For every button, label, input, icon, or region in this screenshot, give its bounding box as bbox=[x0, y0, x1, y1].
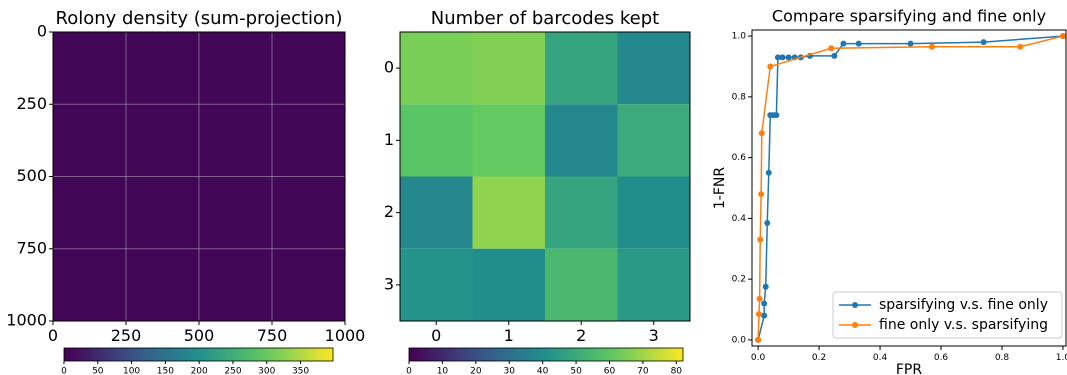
data-point bbox=[929, 44, 935, 50]
heatmap-cell bbox=[400, 104, 473, 176]
y-tick-label: 0.2 bbox=[732, 275, 746, 285]
data-point bbox=[757, 296, 763, 302]
data-point bbox=[856, 41, 862, 47]
colorbar bbox=[64, 348, 333, 361]
data-point bbox=[828, 45, 834, 51]
x-tick-label: 0.8 bbox=[995, 353, 1010, 363]
colorbar bbox=[409, 348, 683, 361]
heatmap-cell bbox=[618, 177, 691, 249]
data-point bbox=[757, 237, 763, 243]
legend-label: sparsifying v.s. fine only bbox=[879, 297, 1048, 313]
chart-title: Compare sparsifying and fine only bbox=[772, 7, 1046, 26]
legend-label: fine only v.s. sparsifying bbox=[879, 317, 1048, 333]
x-axis-label: FPR bbox=[896, 362, 922, 375]
y-tick-label: 0.6 bbox=[732, 153, 747, 163]
colorbar-tick-label: 10 bbox=[437, 367, 449, 375]
colorbar-tick-label: 50 bbox=[570, 367, 582, 375]
x-tick-label: 0.0 bbox=[751, 353, 766, 363]
x-tick-label: 1000 bbox=[325, 326, 366, 345]
colorbar-tick-label: 0 bbox=[61, 367, 67, 375]
y-tick-label: 3 bbox=[384, 274, 394, 293]
x-tick-label: 1.0 bbox=[1056, 353, 1067, 363]
y-tick-label: 0.8 bbox=[732, 92, 747, 102]
heatmap-cell bbox=[618, 32, 691, 104]
figure: Rolony density (sum-projection)025050075… bbox=[0, 0, 1067, 375]
data-point bbox=[779, 54, 785, 60]
data-point bbox=[981, 39, 987, 45]
heatmap-cell bbox=[400, 177, 473, 249]
colorbar-tick-label: 20 bbox=[470, 367, 482, 375]
chart-title: Rolony density (sum-projection) bbox=[56, 8, 343, 29]
colorbar-tick-label: 30 bbox=[504, 367, 516, 375]
data-point bbox=[773, 112, 779, 118]
colorbar-tick-label: 250 bbox=[224, 367, 241, 375]
data-point bbox=[761, 313, 767, 319]
colorbar-tick-label: 80 bbox=[671, 367, 683, 375]
colorbar-tick-label: 40 bbox=[537, 367, 549, 375]
data-point bbox=[758, 191, 764, 197]
data-point bbox=[1060, 33, 1066, 39]
colorbar-tick-label: 100 bbox=[123, 367, 140, 375]
heatmap-cell bbox=[545, 249, 618, 321]
x-tick-label: 750 bbox=[257, 326, 288, 345]
data-point bbox=[1017, 44, 1023, 50]
data-point bbox=[759, 130, 765, 136]
x-tick-label: 1 bbox=[504, 326, 514, 345]
y-tick-label: 1 bbox=[384, 130, 394, 149]
x-tick-label: 0.6 bbox=[934, 353, 949, 363]
heatmap-cell bbox=[545, 32, 618, 104]
data-point bbox=[840, 41, 846, 47]
heatmap-cell bbox=[545, 177, 618, 249]
heatmap-cell bbox=[473, 104, 546, 176]
y-tick-label: 1.0 bbox=[732, 32, 747, 42]
x-tick-label: 0.4 bbox=[873, 353, 888, 363]
data-point bbox=[908, 41, 914, 47]
colorbar-tick-label: 200 bbox=[191, 367, 208, 375]
heatmap-cell bbox=[473, 177, 546, 249]
colorbar-tick-label: 350 bbox=[292, 367, 309, 375]
heatmap-cell bbox=[473, 32, 546, 104]
colorbar-tick-label: 300 bbox=[258, 367, 275, 375]
data-point bbox=[763, 284, 769, 290]
x-tick-label: 0.2 bbox=[812, 353, 826, 363]
data-point bbox=[764, 220, 770, 226]
heatmap-cell bbox=[400, 249, 473, 321]
data-point bbox=[786, 54, 792, 60]
y-tick-label: 1000 bbox=[6, 311, 47, 330]
data-point bbox=[761, 300, 767, 306]
heatmap-cell bbox=[545, 104, 618, 176]
data-point bbox=[766, 170, 772, 176]
colorbar-tick-label: 150 bbox=[157, 367, 174, 375]
heatmap-cell bbox=[618, 249, 691, 321]
data-point bbox=[756, 311, 762, 317]
y-tick-label: 0.0 bbox=[732, 335, 747, 345]
data-point bbox=[831, 53, 837, 59]
x-tick-label: 250 bbox=[111, 326, 142, 345]
heatmap-cell bbox=[618, 104, 691, 176]
heatmap-cell bbox=[400, 32, 473, 104]
y-tick-label: 500 bbox=[16, 166, 47, 185]
data-point bbox=[767, 63, 773, 69]
heatmap-cell bbox=[473, 249, 546, 321]
legend-marker bbox=[852, 302, 858, 308]
colorbar-tick-label: 60 bbox=[604, 367, 616, 375]
y-tick-label: 0 bbox=[384, 58, 394, 77]
x-tick-label: 0 bbox=[431, 326, 441, 345]
data-point bbox=[755, 337, 761, 343]
colorbar-tick-label: 70 bbox=[637, 367, 649, 375]
y-tick-label: 2 bbox=[384, 202, 394, 221]
chart-title: Number of barcodes kept bbox=[431, 8, 659, 29]
y-tick-label: 0.4 bbox=[732, 214, 747, 224]
x-tick-label: 500 bbox=[184, 326, 215, 345]
x-tick-label: 3 bbox=[649, 326, 659, 345]
y-tick-label: 250 bbox=[16, 94, 47, 113]
colorbar-tick-label: 0 bbox=[406, 367, 412, 375]
colorbar-tick-label: 50 bbox=[92, 367, 104, 375]
y-axis-label: 1-FNR bbox=[712, 167, 728, 209]
x-tick-label: 2 bbox=[576, 326, 586, 345]
y-tick-label: 0 bbox=[37, 22, 47, 41]
y-tick-label: 750 bbox=[16, 238, 47, 257]
x-tick-label: 0 bbox=[48, 326, 58, 345]
legend-marker bbox=[852, 322, 858, 328]
